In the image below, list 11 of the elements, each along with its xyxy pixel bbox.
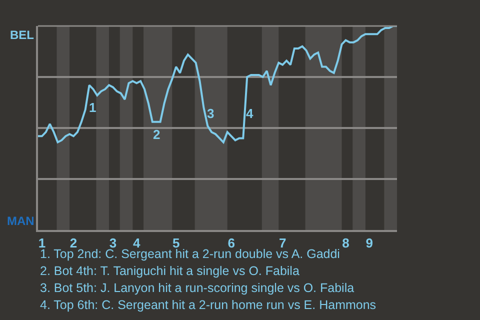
text: 2. Bot 4th: T. Taniguchi hit a single vs O. Fabila xyxy=(40,264,300,278)
text: 3. Bot 5th: J. Lanyon hit a run-scoring single vs O. Fabila xyxy=(40,281,354,295)
x-tick-label: 9 xyxy=(366,236,373,251)
x-tick-label: 8 xyxy=(342,236,350,251)
text: MAN xyxy=(7,214,34,228)
text: BEL xyxy=(10,28,34,42)
annotation: 2 xyxy=(153,127,160,142)
annotation: 4 xyxy=(246,106,254,121)
annotation: 3 xyxy=(207,106,214,121)
annotation: 1 xyxy=(89,100,96,115)
text: 4. Top 6th: C. Sergeant hit a 2-run home run vs E. Hammons xyxy=(40,298,376,312)
